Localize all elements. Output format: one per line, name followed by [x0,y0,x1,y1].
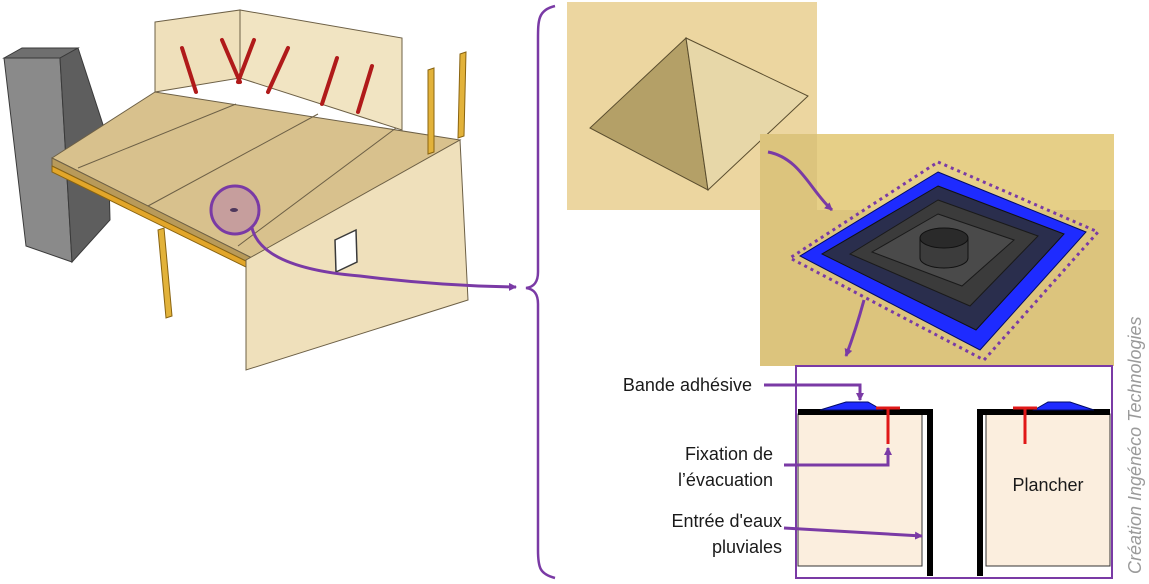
bracing-rods [180,38,374,114]
credit-text: Création Ingénéco Technologies [1125,316,1145,574]
label-fixation-line1: Fixation de [685,444,773,464]
label-bande-adhesive: Bande adhésive [623,375,752,395]
label-entree-line1: Entrée d'eaux [671,511,782,531]
label-entree-line2: pluviales [712,537,782,557]
section-detail-panel [795,365,1113,579]
connector-arrow [250,227,517,291]
label-fixation-line2: l’évacuation [678,470,773,490]
wood-posts [157,51,467,319]
grouping-brace [525,4,556,580]
window-opening [334,228,358,274]
building-model [2,9,469,371]
label-pointers [764,383,923,540]
drain-hole [230,208,238,212]
drain-callout-circle [209,184,261,236]
label-plancher: Plancher [1012,475,1083,495]
drain-fitting-panel [760,134,1114,366]
arrow-pyramid-to-fitting [767,150,834,212]
arrow-fitting-to-section [844,299,866,357]
